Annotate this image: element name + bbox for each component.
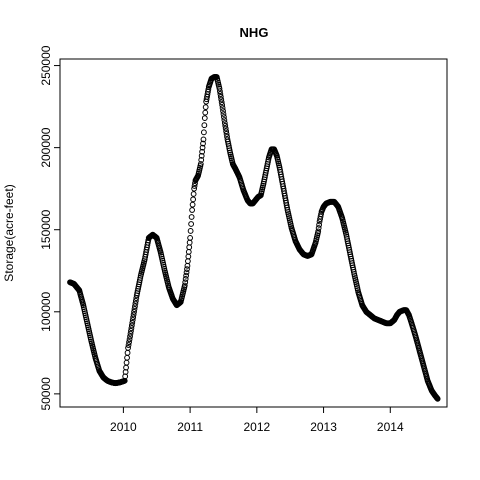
y-tick-label: 150000 — [39, 209, 53, 249]
x-tick-label: 2013 — [310, 420, 337, 434]
chart-title: NHG — [240, 25, 269, 40]
x-tick-label: 2012 — [243, 420, 270, 434]
y-tick-label: 50000 — [39, 377, 53, 411]
x-tick-label: 2010 — [110, 420, 137, 434]
y-tick-label: 100000 — [39, 291, 53, 331]
y-axis-label: Storage(acre-feet) — [2, 184, 16, 281]
x-tick-label: 2011 — [177, 420, 203, 434]
x-tick-label: 2014 — [377, 420, 404, 434]
y-tick-label: 250000 — [39, 45, 53, 85]
y-tick-label: 200000 — [39, 127, 53, 167]
